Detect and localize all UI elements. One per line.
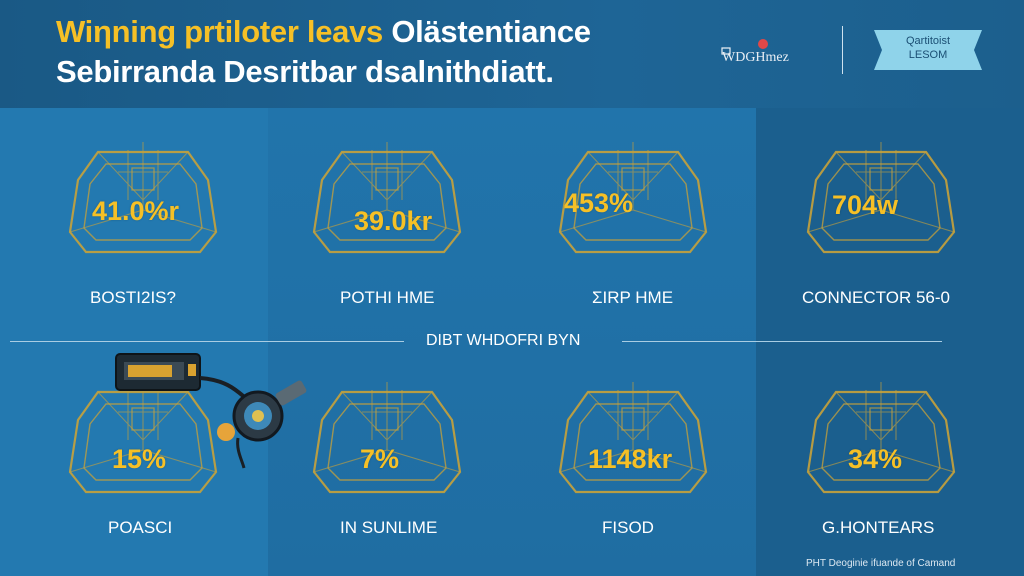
header-divider — [842, 26, 843, 74]
section-divider-left — [10, 341, 404, 342]
bottom-label-1: POASCI — [108, 518, 173, 537]
circuit-frame-icon — [68, 142, 218, 254]
header-banner — [0, 0, 1024, 108]
logo-dot-icon — [758, 39, 768, 49]
ribbon-badge-icon — [874, 30, 982, 70]
top-label-4: CONNECTOR 56-0 — [802, 288, 950, 307]
panel-center — [268, 108, 756, 576]
bottom-value-4: 34% — [848, 444, 903, 474]
section-divider-label: DIBT WHDOFRI BYN — [426, 332, 581, 349]
bottom-value-3: 1148kr — [588, 444, 673, 474]
ribbon-badge-text: Qartitoist LESOM — [874, 34, 982, 62]
logo-icon — [721, 47, 731, 55]
circuit-frame-icon — [806, 382, 956, 494]
top-label-2: POTHI HME — [340, 288, 435, 307]
top-value-2: 39.0kr — [354, 206, 433, 236]
top-value-4: 704w — [832, 190, 899, 220]
bottom-label-3: FISOD — [602, 518, 654, 537]
top-value-1: 41.0%r — [92, 196, 180, 226]
battery-pack-connector-icon — [115, 353, 307, 469]
circuit-frame-icon — [558, 142, 708, 254]
circuit-frame-icon — [558, 382, 708, 494]
panel-left — [0, 108, 268, 576]
bottom-label-2: IN SUNLIME — [340, 518, 438, 537]
footer-note: PHT Deoginie ifuande of Camand — [806, 558, 956, 569]
ribbon-line-1: Qartitoist — [905, 35, 950, 47]
page-subtitle: Sebirranda Desritbar dsalnithdiatt. — [56, 54, 554, 89]
page-title: Wiηning prtiloter leavs Olästentiance — [56, 14, 591, 50]
panel-right — [756, 108, 1024, 576]
circuit-frame-icon — [312, 142, 462, 254]
bottom-value-1: 15% — [112, 444, 167, 474]
bottom-value-2: 7% — [360, 444, 400, 474]
circuit-frame-icon — [68, 382, 218, 494]
section-divider-right — [622, 341, 942, 342]
circuit-frame-icon — [806, 142, 956, 254]
logo-text: WDGHmez — [722, 50, 789, 65]
top-label-1: BOSTI2IS? — [90, 288, 176, 307]
bottom-label-4: G.HONTEARS — [822, 518, 935, 537]
top-label-3: ΣIRP HME — [592, 288, 674, 307]
title-accent: Wiηning prtiloter leavs — [56, 14, 383, 49]
title-rest: Olästentiance — [391, 14, 591, 49]
circuit-frame-icon — [312, 382, 462, 494]
top-value-3: 453% — [564, 188, 634, 218]
ribbon-line-2: LESOM — [908, 49, 948, 61]
